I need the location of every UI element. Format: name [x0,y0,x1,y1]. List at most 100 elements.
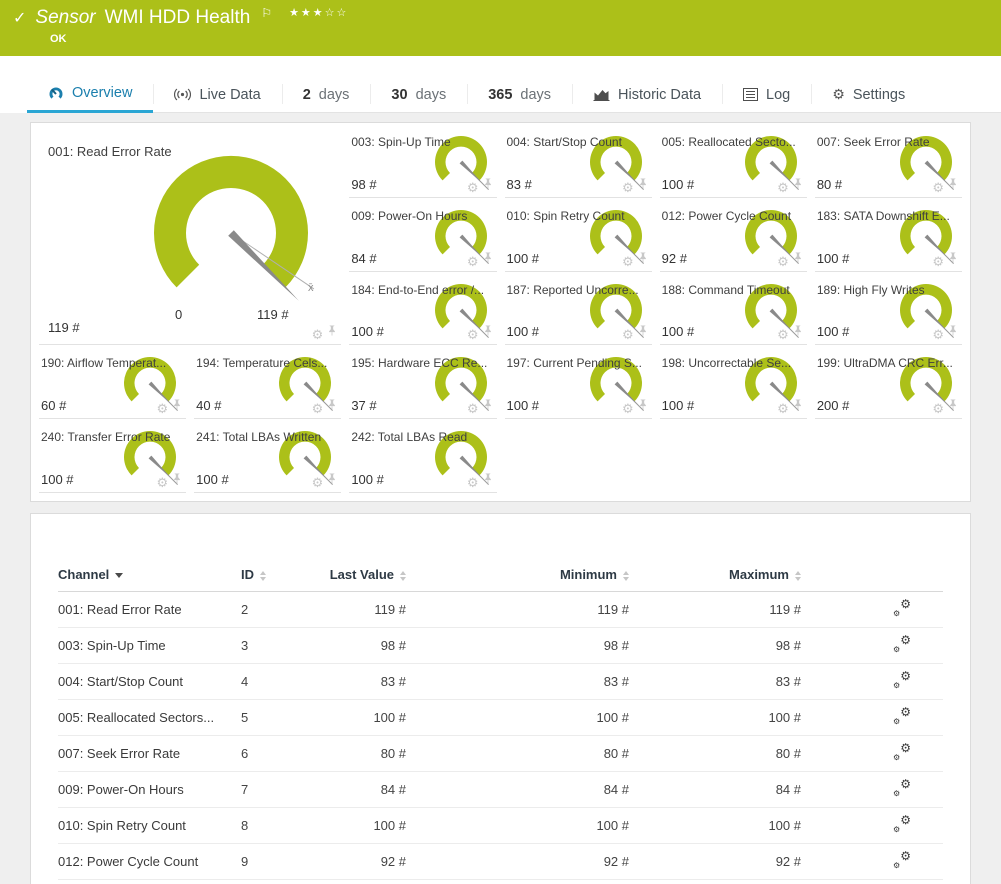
gear-icon[interactable]: ⚙ [466,254,479,270]
channel-value: 100 # [506,250,540,266]
card-icons: ⚙ [312,324,338,342]
gear-icon[interactable]: ⚙ [311,476,324,491]
tab-30-days[interactable]: 30 days [370,76,467,113]
cell-channel: 010: Spin Retry Count [58,807,241,844]
pin-icon[interactable] [793,398,803,416]
gear-icon[interactable]: ⚙ [777,328,789,344]
column-header-channel[interactable]: Channel [58,559,241,592]
tab-365-days[interactable]: 365 days [467,76,572,113]
pin-icon[interactable] [793,251,803,269]
gear-icon[interactable]: ⚙ [622,180,634,196]
gear-icon[interactable]: ⚙ [466,476,479,491]
priority-stars[interactable]: ★★★☆☆ [289,6,349,19]
pin-icon[interactable] [948,251,958,269]
gear-icon[interactable]: ⚙ [311,402,324,418]
cell-channel: 183: SATA Downshift Err... [58,879,241,884]
live-data-icon [174,88,192,101]
channel-value: 100 # [661,324,695,340]
channel-settings-gears-icon[interactable]: ⚙ ⚙ [893,777,911,798]
pin-icon[interactable] [793,324,803,342]
tab-label: Settings [852,86,906,103]
pin-icon[interactable] [327,324,337,342]
gear-icon[interactable]: ⚙ [932,180,944,196]
channel-value: 100 # [41,472,74,487]
card-icons: ⚙ [932,177,958,195]
card-icons: ⚙ [157,472,183,490]
channel-settings-gears-icon[interactable]: ⚙ ⚙ [893,633,911,654]
pin-icon[interactable] [483,251,493,269]
channel-settings-gears-icon[interactable]: ⚙ ⚙ [893,813,911,834]
card-icons: ⚙ [777,177,803,195]
pin-icon[interactable] [483,472,493,490]
card-icons: ⚙ [622,324,648,342]
gauge-card: 007: Seek Error Rate 80 # ⚙ [814,131,962,198]
gear-icon[interactable]: ⚙ [777,180,789,196]
cell-channel: 001: Read Error Rate [58,591,241,628]
pin-icon[interactable] [948,177,958,195]
gear-icon[interactable]: ⚙ [156,402,169,418]
tab-log[interactable]: Log [722,76,811,113]
gear-icon[interactable]: ⚙ [777,402,789,418]
gear-icon[interactable]: ⚙ [156,476,169,491]
channel-value: 98 # [351,176,377,192]
gear-icon[interactable]: ⚙ [932,402,944,418]
gear-icon[interactable]: ⚙ [466,402,479,418]
pin-icon[interactable] [172,472,182,490]
column-header-minimum[interactable]: Minimum [406,559,629,592]
column-header-id[interactable]: ID [241,559,321,592]
gear-icon[interactable]: ⚙ [932,254,944,270]
column-header-last-value[interactable]: Last Value [321,559,406,592]
gauge-card: 197: Current Pending S... 100 # ⚙ [504,352,652,420]
gauge [589,357,644,412]
pin-icon[interactable] [793,177,803,195]
pin-icon[interactable] [483,177,493,195]
channel-settings-gears-icon[interactable]: ⚙ ⚙ [893,705,911,726]
channel-settings-gears-icon[interactable]: ⚙ ⚙ [893,669,911,690]
pin-icon[interactable] [948,324,958,342]
pin-icon[interactable] [638,177,648,195]
tab-settings[interactable]: ⚙ Settings [811,76,926,113]
card-icons: ⚙ [467,251,493,269]
gauge-min-label: 0 [175,307,183,322]
channel-settings-gears-icon[interactable]: ⚙ ⚙ [893,741,911,762]
cell-maximum: 92 # [629,843,801,880]
tab-2-days[interactable]: 2 days [281,76,371,113]
gear-icon[interactable]: ⚙ [466,328,479,344]
cell-maximum: 119 # [629,591,801,628]
gear-icon[interactable]: ⚙ [932,328,944,344]
tab-live-data[interactable]: Live Data [153,76,281,113]
pin-icon[interactable] [483,398,493,416]
cell-maximum: 80 # [629,735,801,772]
tab-overview[interactable]: Overview [27,76,154,113]
flag-icon[interactable]: ⚐ [261,6,273,20]
pin-icon[interactable] [638,398,648,416]
channel-settings-gears-icon[interactable]: ⚙ ⚙ [893,597,911,618]
gear-icon[interactable]: ⚙ [311,328,324,344]
channel-title: 240: Transfer Error Rate [41,430,171,445]
gauge-card: 187: Reported Uncorre... 100 # ⚙ [504,278,652,346]
channel-title: 005: Reallocated Secto... [661,135,796,149]
gear-icon[interactable]: ⚙ [622,328,634,344]
gear-icon[interactable]: ⚙ [622,254,634,270]
table-row: 183: SATA Downshift Err... 10 100 # 100 … [58,879,943,884]
historic-chart-icon [593,88,610,101]
gear-icon[interactable]: ⚙ [466,180,479,196]
cell-channel: 003: Spin-Up Time [58,627,241,664]
pin-icon[interactable] [948,398,958,416]
channel-settings-gears-icon[interactable]: ⚙ ⚙ [893,849,911,870]
pin-icon[interactable] [172,398,182,416]
column-header-maximum[interactable]: Maximum [629,559,801,592]
column-header-actions [801,559,943,592]
gauge-card: 242: Total LBAs Read 100 # ⚙ [349,426,497,493]
gauge [900,136,954,190]
gear-icon[interactable]: ⚙ [777,254,789,270]
pin-icon[interactable] [638,324,648,342]
pin-icon[interactable] [638,251,648,269]
gauge-card: 005: Reallocated Secto... 100 # ⚙ [659,131,807,198]
tab-historic-data[interactable]: Historic Data [572,76,722,113]
pin-icon[interactable] [327,398,337,416]
cell-minimum: 83 # [406,663,629,700]
gear-icon[interactable]: ⚙ [622,402,634,418]
pin-icon[interactable] [483,324,493,342]
pin-icon[interactable] [327,472,337,490]
